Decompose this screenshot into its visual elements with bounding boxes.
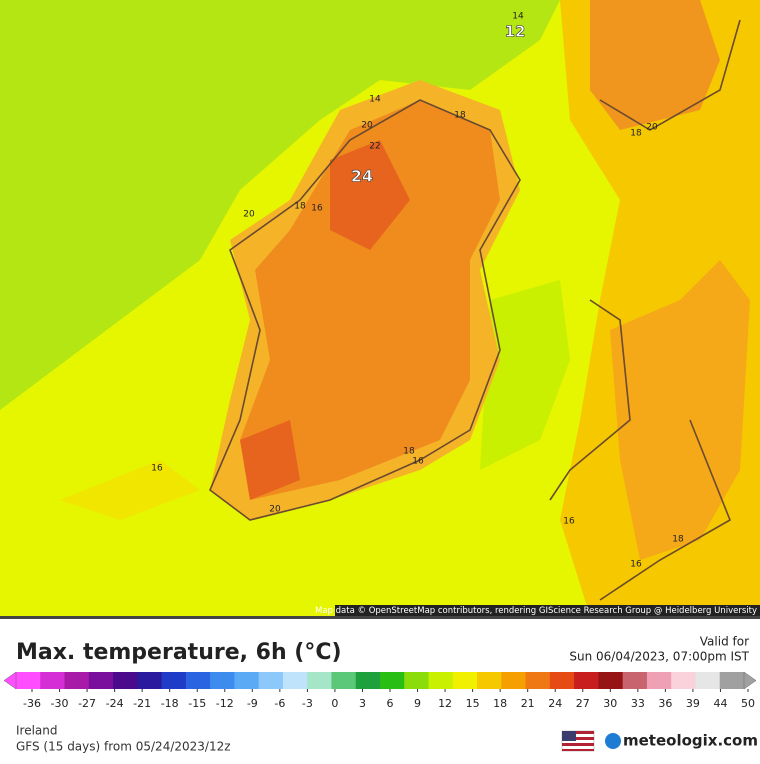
colorbar-segment — [452, 672, 478, 689]
contour-label: 18 — [454, 111, 466, 121]
colorbar-segment — [161, 672, 187, 689]
colorbar-segment — [355, 672, 381, 689]
contour-label: 12 — [505, 23, 526, 41]
colorbar-segment — [234, 672, 260, 689]
contour-label: 14 — [369, 95, 381, 105]
attribution: Map data © OpenStreetMap contributors, r… — [315, 606, 757, 616]
colorbar-segment — [671, 672, 696, 689]
colorbar-segment — [307, 672, 332, 689]
contour-label: 16 — [563, 517, 575, 527]
colorbar-tick-label: -21 — [133, 697, 151, 710]
colorbar-segment — [695, 672, 721, 689]
region: Ireland — [16, 724, 58, 738]
contour-label: 18 — [672, 535, 684, 545]
colorbar-tick-label: 30 — [603, 697, 617, 710]
colorbar-segment — [258, 672, 284, 689]
colorbar-tick-label: 36 — [658, 697, 672, 710]
us-flag — [561, 730, 595, 752]
colorbar-tick-label: -27 — [78, 697, 96, 710]
colorbar-segment — [331, 672, 357, 689]
contour-label: 20 — [269, 505, 281, 515]
contour-label: 16 — [412, 457, 424, 467]
colorbar-segment — [88, 672, 114, 689]
colorbar-segment — [525, 672, 551, 689]
colorbar-tick-label: 39 — [686, 697, 700, 710]
title: Max. temperature, 6h (°C) — [16, 640, 342, 665]
contour-label: 20 — [361, 121, 373, 131]
valid-time: Sun 06/04/2023, 07:00pm IST — [569, 650, 749, 664]
contour-label: 16 — [630, 560, 642, 570]
map: Map data © OpenStreetMap contributors, r… — [0, 0, 760, 616]
colorbar-tick-label: 15 — [466, 697, 480, 710]
colorbar-segment — [598, 672, 624, 689]
colorbar-tick-label: 18 — [493, 697, 507, 710]
colorbar-tick-label: -9 — [247, 697, 258, 710]
colorbar-tick-label: -36 — [23, 697, 41, 710]
colorbar-arrow-right — [743, 671, 757, 690]
colorbar-segment — [137, 672, 163, 689]
colorbar-tick-label: 24 — [548, 697, 562, 710]
contour-label: 14 — [512, 12, 524, 22]
colorbar-tick-label: -6 — [274, 697, 285, 710]
colorbar-segment — [185, 672, 211, 689]
colorbar-segment — [428, 672, 454, 689]
colorbar-tick-label: 9 — [414, 697, 421, 710]
colorbar-segment — [40, 672, 66, 689]
contour-label: 24 — [351, 167, 373, 186]
colorbar: -36 -30 -27 -24 -21 -18 -15 -12 -9 -6 -3 0 3 6 9 12 15 18… — [3, 671, 757, 710]
contour-label: 18 — [630, 129, 642, 139]
colorbar-tick-label: 12 — [438, 697, 452, 710]
contour-label: 22 — [369, 142, 380, 152]
colorbar-segment — [380, 672, 405, 689]
colorbar-segment — [549, 672, 575, 689]
valid-label: Valid for — [700, 635, 749, 649]
colorbar-tick-label: 27 — [576, 697, 590, 710]
colorbar-tick-label: -3 — [302, 697, 313, 710]
colorbar-tick-label: 21 — [521, 697, 535, 710]
contour-label: 20 — [243, 210, 255, 220]
colorbar-tick-label: -30 — [51, 697, 69, 710]
colorbar-tick-label: -12 — [216, 697, 234, 710]
contour-label: 16 — [311, 204, 323, 214]
colorbar-segment — [622, 672, 648, 689]
brand-logo — [605, 733, 621, 749]
colorbar-tick-label: 6 — [387, 697, 394, 710]
colorbar-tick-label: 33 — [631, 697, 645, 710]
model-run: GFS (15 days) from 05/24/2023/12z — [16, 740, 231, 754]
colorbar-segment — [113, 672, 138, 689]
colorbar-segment — [719, 672, 745, 689]
colorbar-segment — [477, 672, 502, 689]
colorbar-arrow-left — [3, 671, 17, 690]
colorbar-segment — [501, 672, 527, 689]
colorbar-tick-label: -18 — [161, 697, 179, 710]
colorbar-tick-label: 0 — [331, 697, 338, 710]
contour-label: 18 — [294, 202, 306, 212]
colorbar-tick-label: -24 — [106, 697, 124, 710]
colorbar-segment — [646, 672, 672, 689]
colorbar-tick-label: 50 — [741, 697, 755, 710]
contour-label: 18 — [403, 447, 415, 457]
colorbar-tick-label: 44 — [713, 697, 727, 710]
colorbar-segment — [404, 672, 430, 689]
colorbar-tick-label: 3 — [359, 697, 366, 710]
colorbar-tick-label: -15 — [188, 697, 206, 710]
contour-label: 16 — [151, 464, 163, 474]
colorbar-segment — [64, 672, 90, 689]
contour-label: 20 — [646, 123, 658, 133]
colorbar-segment — [210, 672, 235, 689]
colorbar-segment — [574, 672, 599, 689]
brand: meteologix.com — [623, 732, 758, 750]
colorbar-segment — [282, 672, 308, 689]
colorbar-segment — [16, 672, 41, 689]
